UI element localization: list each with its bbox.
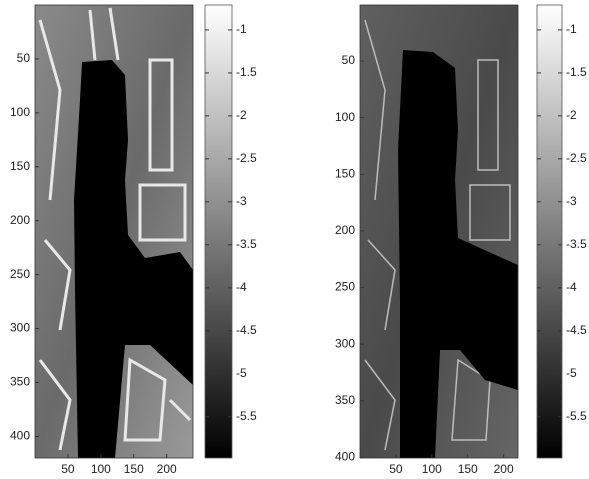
x-tick-label: 150 — [124, 462, 144, 476]
x-tick-label: 150 — [458, 462, 478, 476]
x-tick-label: 50 — [61, 462, 75, 476]
colorbar-tick-label: -3 — [236, 194, 247, 208]
colorbar-tick-label: -4.5 — [236, 323, 257, 337]
y-tick-label: 300 — [335, 336, 355, 350]
y-tick-label: 100 — [335, 110, 355, 124]
y-tick-label: 400 — [10, 429, 30, 443]
colorbar-tick-label: -1 — [236, 22, 247, 36]
colorbar-tick-label: -3.5 — [566, 237, 587, 251]
colorbar-tick-label: -1 — [566, 22, 577, 36]
colorbar-tick-label: -4.5 — [566, 323, 587, 337]
x-tick-label: 100 — [422, 462, 442, 476]
y-tick-label: 400 — [335, 450, 355, 464]
x-tick-label: 200 — [157, 462, 177, 476]
colorbar-tick-label: -3.5 — [236, 237, 257, 251]
colorbar — [205, 5, 232, 458]
colorbar-tick-label: -1.5 — [236, 65, 257, 79]
colorbar-tick-label: -4 — [236, 280, 247, 294]
y-tick-label: 300 — [10, 321, 30, 335]
colorbar-tick-label: -5 — [566, 366, 577, 380]
y-tick-label: 50 — [17, 51, 31, 65]
y-tick-label: 50 — [342, 53, 356, 67]
y-tick-label: 350 — [10, 375, 30, 389]
colorbar-tick-label: -2 — [566, 108, 577, 122]
colorbar-tick-label: -5 — [236, 366, 247, 380]
colorbar-tick-label: -5.5 — [566, 409, 587, 423]
figure: 50 100 150 200 50 100 150 200 250 300 350 400 -1 -1.5… — [0, 0, 589, 479]
image-left — [35, 5, 193, 458]
colorbar-tick-label: -1.5 — [566, 65, 587, 79]
x-tick-label: 200 — [494, 462, 514, 476]
y-tick-label: 100 — [10, 105, 30, 119]
page: 50 100 150 200 50 100 150 200 250 300 350 400 -1 -1.5… — [0, 0, 589, 479]
colorbar-tick-label: -3 — [566, 194, 577, 208]
colorbar-tick-label: -4 — [566, 280, 577, 294]
colorbar-tick-label: -5.5 — [236, 409, 257, 423]
y-tick-label: 250 — [10, 267, 30, 281]
x-tick-label: 50 — [389, 462, 403, 476]
colorbar-tick-label: -2 — [236, 108, 247, 122]
y-tick-label: 200 — [335, 223, 355, 237]
image-right — [360, 5, 518, 458]
y-tick-label: 250 — [335, 280, 355, 294]
colorbar-tick-label: -2.5 — [236, 151, 257, 165]
y-tick-label: 150 — [335, 166, 355, 180]
colorbar-tick-label: -2.5 — [566, 151, 587, 165]
y-tick-label: 150 — [10, 159, 30, 173]
y-tick-label: 200 — [10, 213, 30, 227]
x-tick-label: 100 — [91, 462, 111, 476]
y-tick-label: 350 — [335, 393, 355, 407]
